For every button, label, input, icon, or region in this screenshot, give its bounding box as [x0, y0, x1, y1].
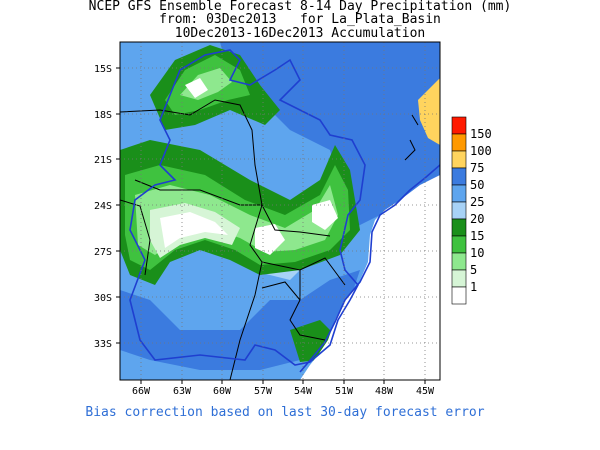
lat-label-18s: 18S — [94, 110, 112, 121]
legend-swatch-10 — [451, 235, 467, 254]
bias-correction-note: Bias correction based on last 30-day for… — [85, 405, 485, 420]
coastal-details — [404, 114, 419, 161]
legend-label-10: 10 — [470, 246, 484, 260]
coastline — [299, 164, 440, 373]
country-borders — [120, 99, 346, 380]
lat-label-21s: 21S — [94, 155, 112, 166]
field-50-plus-north — [220, 42, 440, 230]
lat-label-24s: 24S — [94, 201, 112, 212]
legend-swatch-50 — [451, 167, 467, 186]
field-75-plus — [418, 78, 440, 145]
lat-label-30s: 30S — [94, 293, 112, 304]
lat-label-27s: 27S — [94, 247, 112, 258]
legend-label-150: 150 — [470, 127, 492, 141]
lon-label-57w: 57W — [254, 386, 273, 397]
lat-label-33s: 33S — [94, 339, 112, 350]
lon-label-60w: 60W — [213, 386, 232, 397]
legend-swatch-25 — [451, 184, 467, 203]
legend-swatch-15 — [451, 218, 467, 237]
lon-label-51w: 51W — [335, 386, 354, 397]
field-below-1-west — [160, 212, 228, 248]
field-below-1-east — [312, 200, 338, 230]
field-below-1-center — [255, 224, 285, 255]
map-gridlines — [120, 42, 440, 380]
legend-color-bar — [451, 116, 467, 305]
lon-label-48w: 48W — [375, 386, 394, 397]
field-5-10 — [135, 185, 338, 255]
lon-label-66w: 66W — [132, 386, 151, 397]
legend-swatch-0 — [451, 286, 467, 305]
map-title-line-1: NCEP GFS Ensemble Forecast 8-14 Day Prec… — [88, 0, 512, 14]
field-below-1-north — [185, 78, 208, 98]
precipitation-field — [120, 42, 440, 380]
legend-label-25: 25 — [470, 195, 484, 209]
lat-label-15s: 15S — [94, 64, 112, 75]
latitude-ticks — [116, 67, 120, 344]
legend-swatch-150 — [451, 116, 467, 135]
basin-boundary — [129, 49, 366, 366]
legend-swatch-100 — [451, 133, 467, 152]
legend-label-5: 5 — [470, 263, 477, 277]
legend-swatch-1 — [451, 269, 467, 288]
legend-label-75: 75 — [470, 161, 484, 175]
legend-swatch-5 — [451, 252, 467, 271]
legend-label-15: 15 — [470, 229, 484, 243]
lon-label-54w: 54W — [294, 386, 313, 397]
lon-label-63w: 63W — [173, 386, 192, 397]
legend-swatch-20 — [451, 201, 467, 220]
legend-label-1: 1 — [470, 280, 477, 294]
legend-label-50: 50 — [470, 178, 484, 192]
legend-swatch-75 — [451, 150, 467, 169]
map-title-line-3: 10Dec2013-16Dec2013 Accumulation — [174, 26, 426, 41]
legend-label-20: 20 — [470, 212, 484, 226]
longitude-ticks — [140, 380, 426, 384]
map-title-line-2: from: 03Dec2013 for La_Plata_Basin — [159, 12, 441, 27]
lon-label-45w: 45W — [416, 386, 435, 397]
map-frame — [119, 41, 441, 381]
legend-label-100: 100 — [470, 144, 492, 158]
